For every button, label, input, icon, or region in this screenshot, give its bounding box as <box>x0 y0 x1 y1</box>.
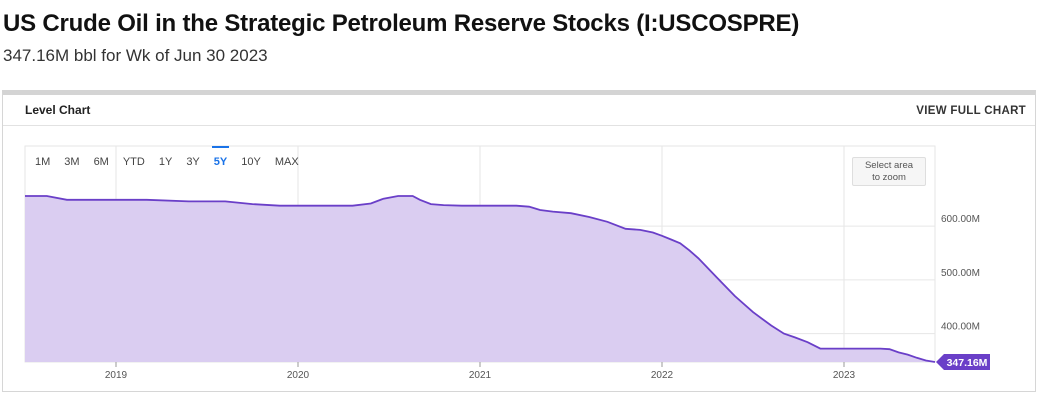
x-tick-label: 2023 <box>833 370 856 381</box>
last-value-badge <box>936 354 990 370</box>
x-tick-label: 2020 <box>287 370 310 381</box>
range-button-max[interactable]: MAX <box>274 156 299 168</box>
x-tick-label: 2019 <box>105 370 128 381</box>
series-line <box>25 195 936 363</box>
page-title: US Crude Oil in the Strategic Petroleum … <box>3 10 800 37</box>
range-button-6m[interactable]: 6M <box>93 156 109 168</box>
y-tick-label: 400.00M <box>941 322 980 333</box>
page-subtitle: 347.16M bbl for Wk of Jun 30 2023 <box>3 46 268 65</box>
panel-label: Level Chart <box>25 103 91 117</box>
range-button-1y[interactable]: 1Y <box>158 156 173 168</box>
y-tick-label: 600.00M <box>941 214 980 225</box>
range-button-10y[interactable]: 10Y <box>241 156 261 168</box>
x-tick-label: 2021 <box>469 370 492 381</box>
range-button-ytd[interactable]: YTD <box>122 156 145 168</box>
x-axis-ticks: 2019 2020 2021 2022 2023 <box>105 362 856 381</box>
last-value-badge-group: 347.16M <box>936 354 990 370</box>
y-axis-ticks: 400.00M 500.00M 600.00M <box>941 214 980 332</box>
x-tick-label: 2022 <box>651 370 674 381</box>
zoom-hint-line-1: Select area <box>864 160 914 171</box>
range-button-3m[interactable]: 3M <box>64 156 80 168</box>
range-button-5y[interactable]: 5Y <box>209 146 232 172</box>
range-button-3y[interactable]: 3Y <box>186 156 200 168</box>
panel-header: Level Chart VIEW FULL CHART <box>3 95 1035 126</box>
range-selector: 1M 3M 6M YTD 1Y 3Y 5Y 10Y MAX <box>30 146 308 172</box>
series-area <box>25 196 935 362</box>
last-value-label: 347.16M <box>947 357 988 369</box>
zoom-hint-line-2: to zoom <box>872 172 906 183</box>
range-button-1m[interactable]: 1M <box>35 156 51 168</box>
select-area-zoom-hint: Select area to zoom <box>852 157 926 186</box>
y-tick-label: 500.00M <box>941 268 980 279</box>
view-full-chart-link[interactable]: VIEW FULL CHART <box>916 105 1026 117</box>
